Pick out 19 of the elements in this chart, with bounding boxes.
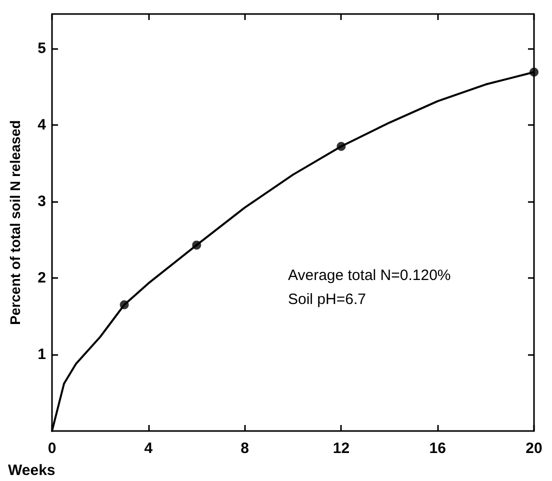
x-tick-label: 0	[48, 440, 56, 457]
annotation: Average total N=0.120%	[288, 267, 451, 284]
point	[530, 68, 538, 77]
y-tick-label: 3	[38, 192, 46, 210]
y-tick-label: 5	[38, 40, 46, 57]
x-tick-label: 12	[332, 440, 350, 457]
point	[336, 142, 346, 151]
point	[192, 240, 202, 250]
x-tick-label: 16	[429, 440, 446, 457]
point	[120, 300, 129, 310]
x-tick-label: 20	[526, 440, 542, 457]
y-tick-label: 2	[38, 269, 46, 286]
x-axis-title: Weeks	[8, 462, 56, 479]
y-axis-title: Percent of total soil N released	[7, 120, 23, 325]
x-tick-label: 8	[240, 440, 249, 457]
x-tick-label: 4	[144, 440, 154, 457]
y-tick-label: 1	[38, 346, 46, 363]
y-tick-label: 4	[38, 116, 47, 134]
annotation: Soil pH=6.7	[288, 291, 366, 308]
